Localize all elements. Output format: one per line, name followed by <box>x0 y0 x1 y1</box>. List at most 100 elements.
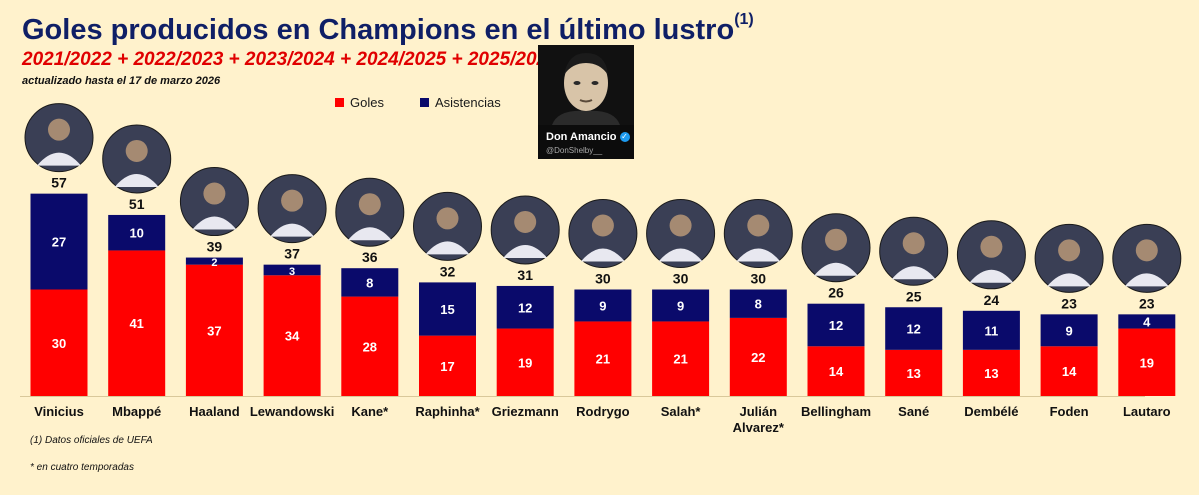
category-label: Vinicius <box>34 404 84 419</box>
data-label-total: 36 <box>362 249 378 265</box>
page-title: Goles producidos en Champions en el últi… <box>22 11 754 46</box>
brand-portrait-icon <box>538 45 634 125</box>
player-head-icon <box>669 214 692 237</box>
bar-goles <box>1118 328 1176 396</box>
category-label: Haaland <box>189 404 240 419</box>
category-label: Mbappé <box>112 404 161 419</box>
player-head-icon <box>125 139 148 162</box>
player-shirt-icon <box>503 244 548 258</box>
brand-logo: Don Amancio ✓ @DonShelby__ <box>538 45 634 159</box>
category-label: Rodrygo <box>576 404 630 419</box>
legend-label-asistencias: Asistencias <box>434 95 501 110</box>
player-head-icon <box>591 214 614 237</box>
player-head-icon <box>358 193 381 216</box>
player-head-icon <box>436 207 459 230</box>
data-label-asistencias: 8 <box>366 275 373 290</box>
bar-goles <box>185 264 243 396</box>
data-label-total: 30 <box>751 271 767 287</box>
data-label-goles: 30 <box>52 336 66 351</box>
player-shirt-icon <box>425 241 470 255</box>
data-label-asistencias: 9 <box>599 298 606 313</box>
data-label-goles: 13 <box>984 366 998 381</box>
player-head-icon <box>747 214 770 237</box>
updated-note: actualizado hasta el 17 de marzo 2026 <box>22 75 221 87</box>
bar-goles <box>419 335 476 396</box>
data-label-goles: 14 <box>829 364 844 379</box>
category-label: Julián <box>740 404 778 419</box>
category-label: Raphinha* <box>415 404 480 419</box>
bar-asistencias <box>1118 314 1176 329</box>
category-label: Lautaro <box>1123 404 1171 419</box>
bar-goles <box>1040 346 1098 396</box>
bar-asistencias <box>30 193 88 290</box>
legend-swatch-goles <box>335 98 344 107</box>
bar-goles <box>807 346 865 396</box>
data-label-total: 57 <box>51 175 67 191</box>
bar-asistencias <box>885 307 943 350</box>
data-label-total: 51 <box>129 196 145 212</box>
bar-goles <box>341 296 399 396</box>
data-label-asistencias: 9 <box>677 298 684 313</box>
data-label-asistencias: 15 <box>440 302 454 317</box>
bar-goles <box>108 250 166 396</box>
data-label-total: 25 <box>906 288 922 304</box>
data-label-goles: 28 <box>363 339 377 354</box>
category-label: Kane* <box>351 404 389 419</box>
category-label: Griezmann <box>492 404 559 419</box>
data-label-goles: 19 <box>518 355 532 370</box>
player-shirt-icon <box>736 248 781 262</box>
player-head-icon <box>1058 239 1081 262</box>
player-shirt-icon <box>814 262 858 276</box>
player-shirt-icon <box>1047 273 1092 287</box>
data-label-goles: 22 <box>751 350 765 365</box>
category-label: Lewandowski <box>250 404 335 419</box>
data-label-total: 32 <box>440 263 456 279</box>
brand-handle: @DonShelby__ <box>546 146 603 155</box>
data-label-goles: 17 <box>440 359 454 374</box>
player-shirt-icon <box>580 248 625 262</box>
data-label-asistencias: 12 <box>906 322 920 337</box>
bar-goles <box>652 321 710 396</box>
bar-goles <box>263 275 321 396</box>
player-shirt-icon <box>192 216 237 230</box>
bar-asistencias <box>729 289 787 318</box>
player-head-icon <box>48 118 70 141</box>
data-label-goles: 14 <box>1062 364 1077 379</box>
bar-goles <box>30 289 88 396</box>
data-label-goles: 34 <box>285 329 300 344</box>
data-label-total: 37 <box>284 246 300 262</box>
data-label-total: 30 <box>595 271 611 287</box>
bar-goles <box>574 321 632 396</box>
legend-item-goles: Goles <box>335 95 384 110</box>
legend-swatch-asistencias <box>419 98 429 107</box>
player-head-icon <box>1135 239 1158 262</box>
title-footnote-mark: (1) <box>734 11 754 29</box>
data-label-goles: 37 <box>207 323 221 338</box>
category-label: Salah* <box>661 404 702 419</box>
bar-asistencias <box>652 289 710 322</box>
player-head-icon <box>980 235 1003 258</box>
data-label-total: 23 <box>1139 295 1155 311</box>
data-label-asistencias: 27 <box>52 235 66 250</box>
player-shirt-icon <box>37 152 81 166</box>
data-label-goles: 21 <box>596 352 610 367</box>
category-label: Foden <box>1050 404 1089 419</box>
bar-goles <box>885 349 943 396</box>
bar-asistencias <box>807 303 865 347</box>
data-label-total: 23 <box>1061 295 1077 311</box>
data-label-goles: 13 <box>906 366 920 381</box>
bar-asistencias <box>108 214 166 251</box>
player-head-icon <box>902 232 925 255</box>
legend-item-asistencias: Asistencias <box>419 95 501 110</box>
bar-asistencias <box>574 289 632 322</box>
player-shirt-icon <box>270 223 315 237</box>
player-shirt-icon <box>658 248 703 262</box>
category-label: Alvarez* <box>733 420 785 435</box>
data-label-asistencias: 4 <box>1143 314 1151 329</box>
bar-asistencias <box>1040 314 1098 347</box>
player-shirt-icon <box>114 173 159 187</box>
data-label-asistencias: 10 <box>129 226 143 241</box>
player-head-icon <box>825 228 847 251</box>
data-label-asistencias: 2 <box>211 257 217 269</box>
